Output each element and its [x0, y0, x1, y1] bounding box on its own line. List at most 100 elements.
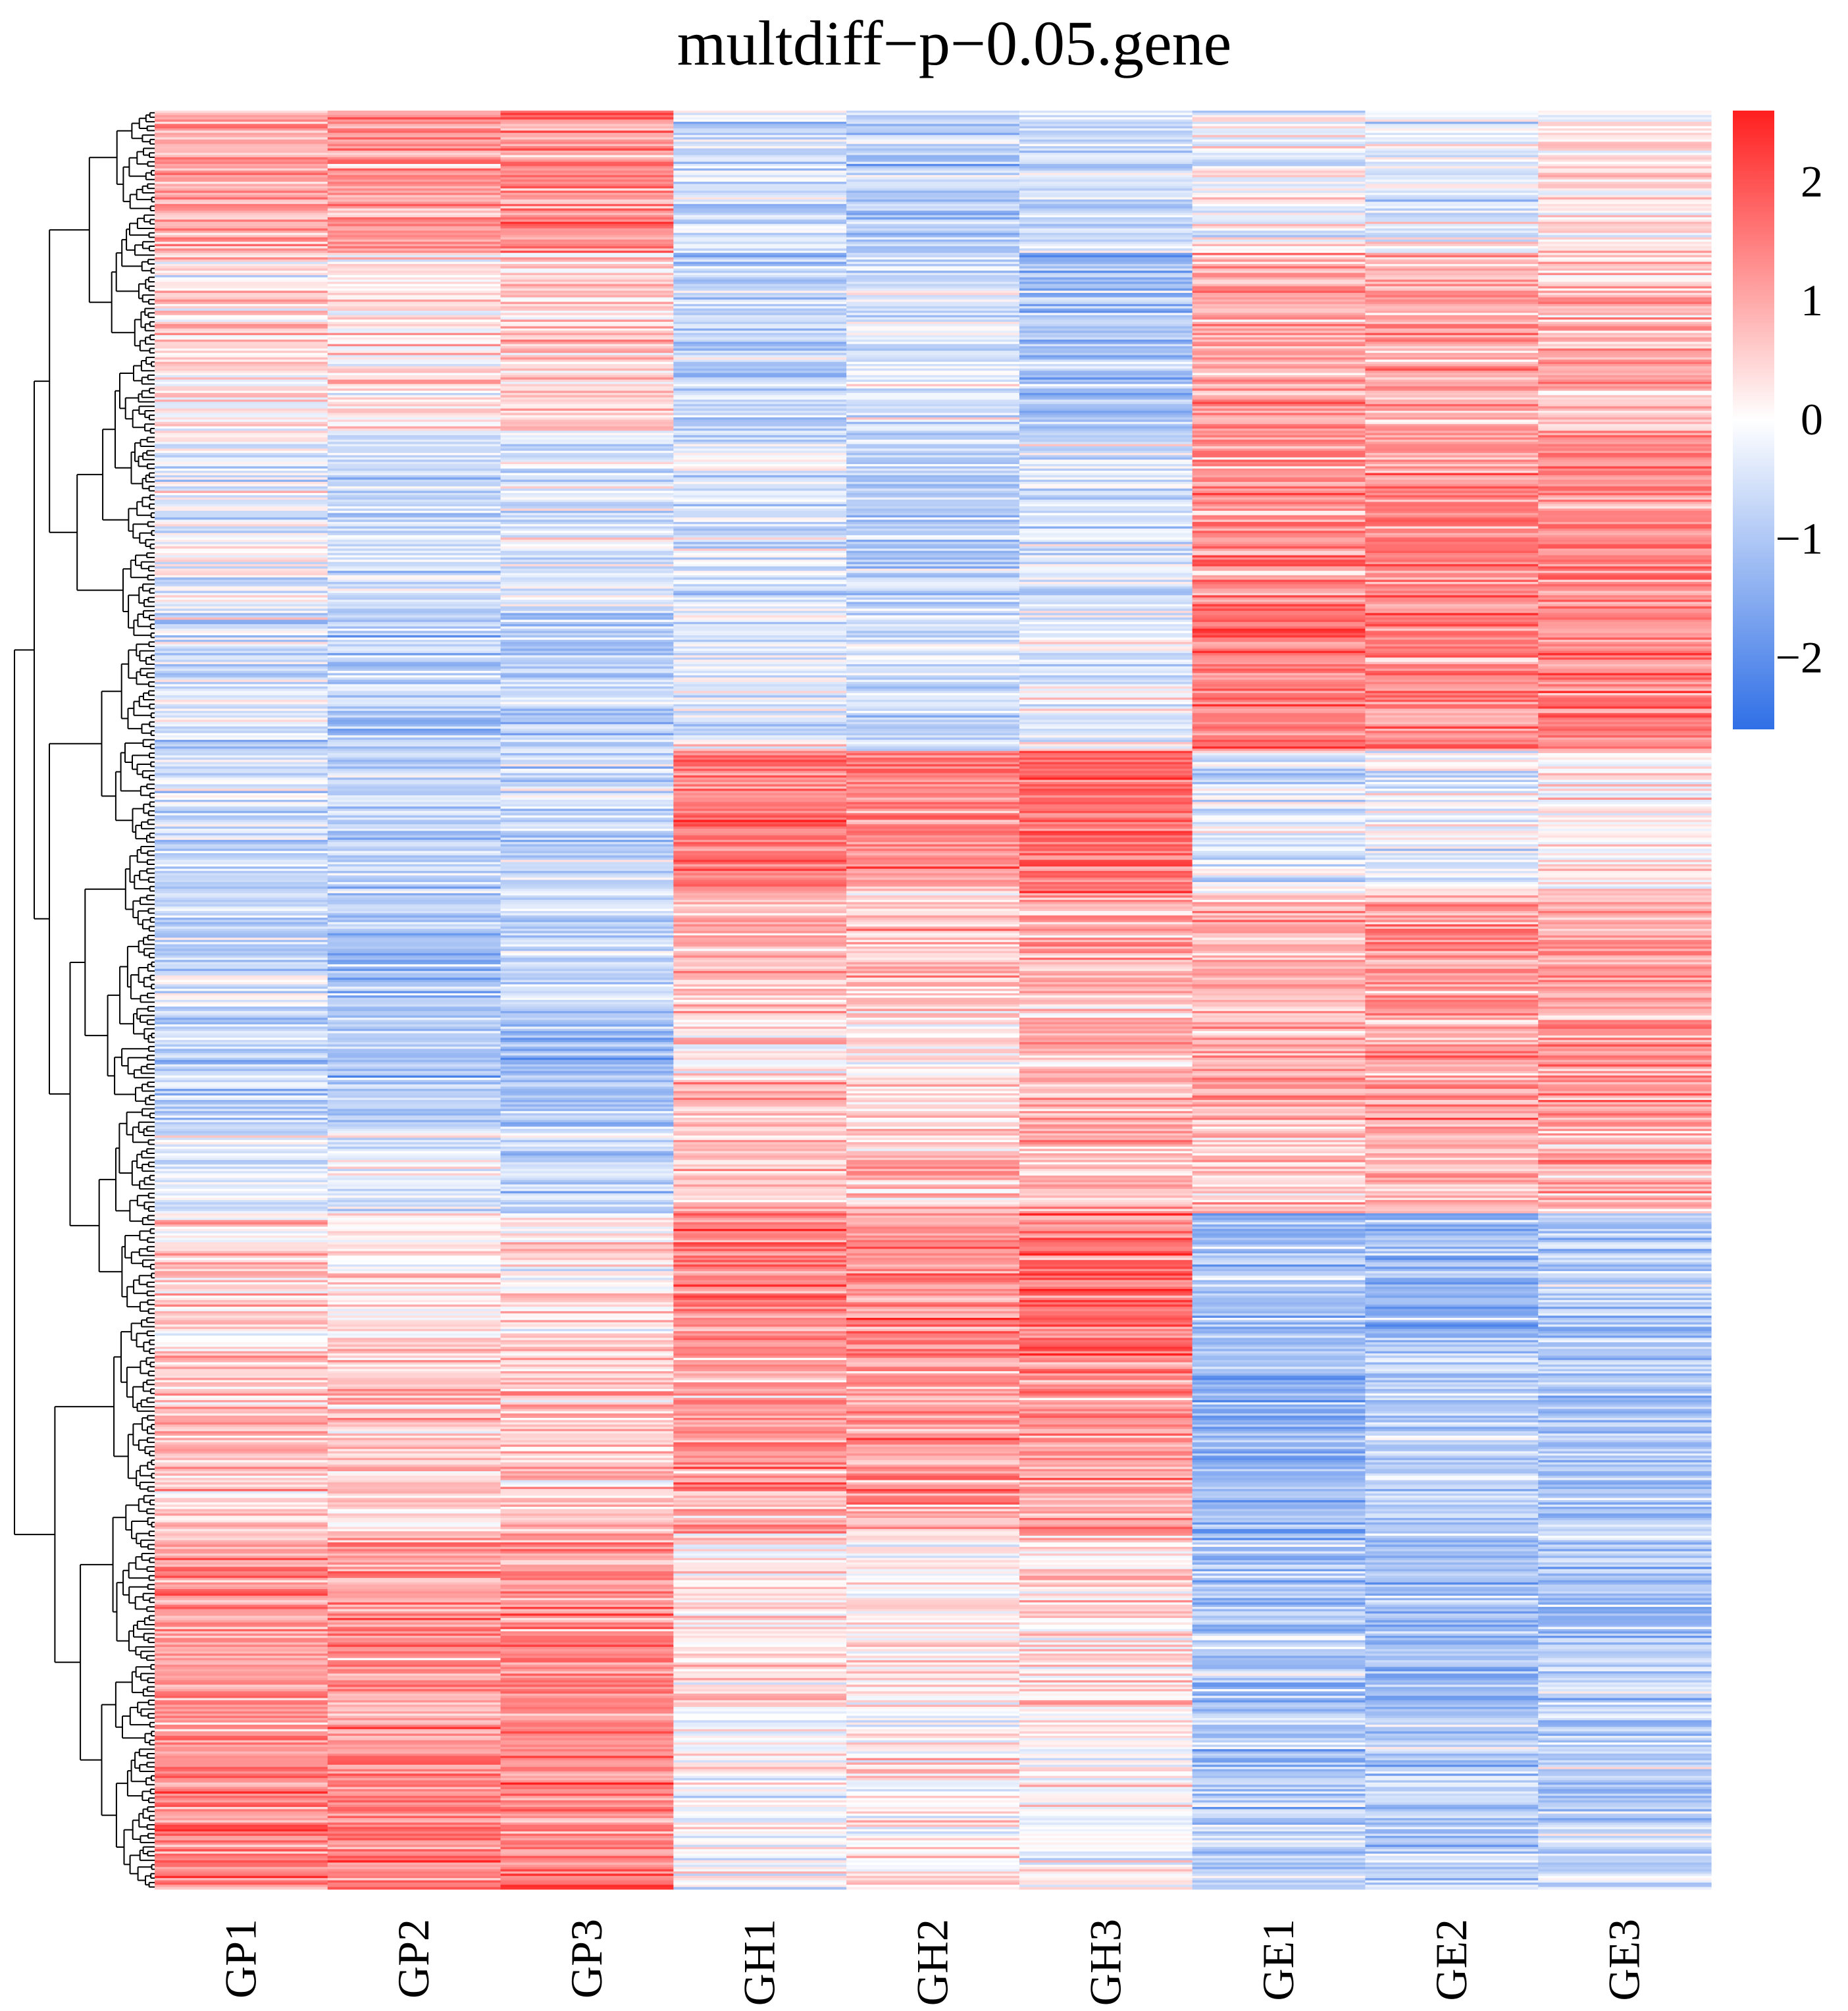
- heatmap-cell: [1019, 1422, 1193, 1425]
- heatmap-cell: [155, 384, 328, 387]
- heatmap-cell: [846, 760, 1020, 763]
- heatmap-cell: [673, 606, 847, 610]
- heatmap-cell: [673, 1128, 847, 1132]
- heatmap-cell: [500, 1202, 674, 1205]
- heatmap-cell: [500, 893, 674, 896]
- heatmap-cell: [673, 773, 847, 776]
- heatmap-cell: [327, 132, 501, 136]
- heatmap-cell: [673, 1171, 847, 1174]
- heatmap-cell: [1019, 435, 1193, 438]
- heatmap-cell: [846, 668, 1020, 671]
- heatmap-cell: [155, 1413, 328, 1417]
- heatmap-cell: [327, 1764, 501, 1767]
- heatmap-cell: [500, 1442, 674, 1446]
- heatmap-cell: [1019, 184, 1193, 187]
- heatmap-cell: [500, 1822, 674, 1825]
- heatmap-cell: [846, 410, 1020, 413]
- heatmap-cell: [846, 228, 1020, 231]
- heatmap-cell: [500, 1651, 674, 1654]
- heatmap-cell: [327, 500, 501, 503]
- heatmap-cell: [846, 808, 1020, 812]
- heatmap-cell: [1019, 1424, 1193, 1428]
- heatmap-cell: [1192, 300, 1366, 303]
- heatmap-cell: [673, 582, 847, 585]
- heatmap-cell: [846, 321, 1020, 325]
- heatmap-cell: [155, 1840, 328, 1843]
- heatmap-cell: [1019, 1796, 1193, 1799]
- heatmap-cell: [846, 810, 1020, 814]
- heatmap-cell: [155, 1026, 328, 1030]
- heatmap-cell: [155, 1535, 328, 1538]
- heatmap-cell: [1019, 1151, 1193, 1154]
- heatmap-cell: [155, 960, 328, 963]
- heatmap-cell: [327, 1693, 501, 1696]
- heatmap-cell: [327, 668, 501, 671]
- heatmap-cell: [155, 271, 328, 274]
- heatmap-cell: [846, 513, 1020, 516]
- heatmap-cell: [155, 1031, 328, 1034]
- heatmap-cell: [673, 1146, 847, 1149]
- heatmap-cell: [327, 889, 501, 892]
- heatmap-cell: [846, 931, 1020, 934]
- heatmap-cell: [155, 984, 328, 987]
- heatmap-cell: [846, 1220, 1020, 1223]
- heatmap-cell: [673, 1199, 847, 1203]
- heatmap-cell: [327, 1268, 501, 1272]
- heatmap-cell: [846, 232, 1020, 236]
- heatmap-cell: [1192, 137, 1366, 140]
- heatmap-cell: [1019, 328, 1193, 331]
- heatmap-cell: [155, 566, 328, 569]
- heatmap-cell: [500, 891, 674, 894]
- heatmap-cell: [846, 1095, 1020, 1099]
- heatmap-cell: [327, 766, 501, 770]
- heatmap-cell: [846, 1735, 1020, 1738]
- heatmap-cell: [673, 746, 847, 749]
- heatmap-cell: [500, 1607, 674, 1610]
- heatmap-cell: [327, 1502, 501, 1505]
- heatmap-cell: [327, 979, 501, 983]
- heatmap-cell: [846, 1257, 1020, 1261]
- heatmap-cell: [327, 1000, 501, 1003]
- heatmap-cell: [673, 1097, 847, 1101]
- heatmap-cell: [155, 346, 328, 349]
- heatmap-cell: [327, 986, 501, 989]
- heatmap-cell: [155, 266, 328, 269]
- heatmap-cell: [673, 1355, 847, 1359]
- heatmap-cell: [673, 1486, 847, 1490]
- heatmap-cell: [327, 1207, 501, 1210]
- heatmap-cell: [327, 1782, 501, 1785]
- heatmap-cell: [673, 1613, 847, 1617]
- heatmap-cell: [673, 172, 847, 176]
- heatmap-cell: [327, 1367, 501, 1370]
- heatmap-cell: [673, 413, 847, 416]
- heatmap-cell: [846, 1424, 1020, 1428]
- heatmap-cell: [846, 482, 1020, 485]
- heatmap-cell: [327, 384, 501, 387]
- heatmap-cell: [155, 846, 328, 849]
- heatmap-cell: [327, 1875, 501, 1879]
- heatmap-cell: [327, 1838, 501, 1841]
- heatmap-cell: [327, 997, 501, 1001]
- heatmap-cell: [500, 317, 674, 321]
- heatmap-cell: [500, 1404, 674, 1407]
- heatmap-cell: [1192, 426, 1366, 429]
- heatmap-cell: [1192, 473, 1366, 476]
- heatmap-cell: [673, 820, 847, 823]
- heatmap-cell: [846, 1004, 1020, 1007]
- heatmap-cell: [846, 646, 1020, 649]
- heatmap-cell: [327, 1685, 501, 1688]
- heatmap-cell: [1192, 442, 1366, 445]
- heatmap-cell: [846, 577, 1020, 581]
- heatmap-cell: [1019, 660, 1193, 663]
- heatmap-cell: [846, 144, 1020, 147]
- heatmap-cell: [327, 548, 501, 552]
- heatmap-cell: [673, 1544, 847, 1548]
- heatmap-cell: [327, 1449, 501, 1452]
- heatmap-cell: [1192, 192, 1366, 196]
- heatmap-cell: [155, 379, 328, 382]
- heatmap-cell: [500, 895, 674, 899]
- heatmap-cell: [155, 390, 328, 394]
- heatmap-cell: [1019, 217, 1193, 221]
- heatmap-cell: [846, 1384, 1020, 1388]
- heatmap-cell: [155, 1528, 328, 1532]
